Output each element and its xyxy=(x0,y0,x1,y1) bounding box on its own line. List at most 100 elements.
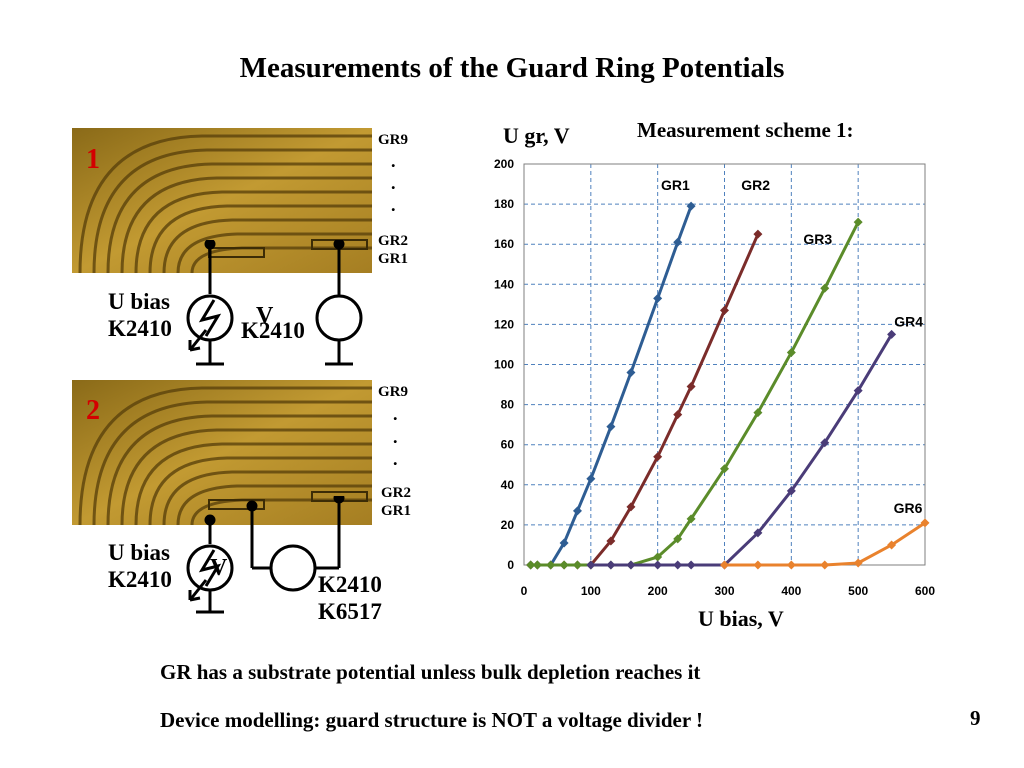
data-point-gr6 xyxy=(753,560,763,570)
data-point-gr3 xyxy=(653,552,663,562)
x-tick-label: 400 xyxy=(781,584,801,598)
data-point-gr2 xyxy=(720,305,729,315)
data-point-gr3 xyxy=(820,283,830,293)
meter-label: K2410 K6517 xyxy=(318,572,382,624)
circuit-diagram-2 xyxy=(186,496,345,614)
y-tick-label: 40 xyxy=(501,478,515,492)
data-point-gr3 xyxy=(559,560,569,570)
data-point-gr3 xyxy=(753,408,763,418)
slide-title: Measurements of the Guard Ring Potential… xyxy=(239,52,785,84)
x-axis-label: U bias, V xyxy=(698,606,784,631)
data-point-gr4 xyxy=(887,329,897,339)
meter-label: K2410 xyxy=(241,318,305,343)
data-point-gr3 xyxy=(532,560,542,570)
data-point-gr2 xyxy=(653,452,663,462)
gr1-label: GR1 xyxy=(378,251,408,267)
data-point-gr2 xyxy=(673,410,683,420)
y-tick-label: 140 xyxy=(494,277,514,291)
dot: . xyxy=(393,427,398,447)
data-point-gr4 xyxy=(586,560,596,570)
guard-ring-potential-chart: 0 20 40 60 80 100 120 140 160 180 200 0 100 200 300 400… xyxy=(494,157,935,598)
data-point-gr6 xyxy=(887,540,897,550)
dot: . xyxy=(391,151,396,171)
x-tick-label: 200 xyxy=(648,584,668,598)
guard-ring-photo-1 xyxy=(72,128,372,273)
data-point-gr1 xyxy=(606,422,616,432)
plot-frame xyxy=(523,163,926,566)
series-line-gr3 xyxy=(530,221,860,567)
data-point-gr3 xyxy=(786,347,796,357)
footer-note-2: Device modelling: guard structure is NOT… xyxy=(160,708,704,732)
series-label-gr3: GR3 xyxy=(803,231,832,247)
x-tick-label: 100 xyxy=(581,584,601,598)
data-point-gr1 xyxy=(572,506,582,516)
y-tick-label: 100 xyxy=(494,358,514,372)
data-point-gr3 xyxy=(526,560,536,570)
data-point-gr2 xyxy=(753,229,763,239)
dot: . xyxy=(393,404,398,424)
data-point-gr4 xyxy=(606,560,616,570)
series-line-gr4 xyxy=(590,333,893,567)
series-label-gr6: GR6 xyxy=(894,500,923,516)
footer-note-1: GR has a substrate potential unless bulk… xyxy=(160,660,701,684)
y-tick-label: 80 xyxy=(501,398,515,412)
series-label-gr2: GR2 xyxy=(741,177,770,193)
scheme-number: 1 xyxy=(86,144,100,175)
data-point-gr3 xyxy=(572,560,582,570)
voltmeter-symbol: V xyxy=(256,303,274,329)
dot: . xyxy=(393,449,398,469)
data-point-gr4 xyxy=(786,486,796,496)
y-tick-label: 180 xyxy=(494,197,514,211)
data-point-gr4 xyxy=(626,560,636,570)
data-point-gr6 xyxy=(720,560,729,570)
series-label-gr4: GR4 xyxy=(894,313,923,329)
series-line-gr1 xyxy=(530,205,693,567)
scheme-title: Measurement scheme 1: xyxy=(637,118,854,142)
data-point-gr6 xyxy=(920,518,930,528)
gr2-label: GR2 xyxy=(381,485,411,501)
data-point-gr4 xyxy=(686,560,696,570)
y-tick-label: 120 xyxy=(494,317,514,331)
data-point-gr6 xyxy=(786,560,796,570)
data-point-gr3 xyxy=(720,464,729,474)
data-point-gr6 xyxy=(820,560,830,570)
data-point-gr2 xyxy=(626,502,636,512)
dot: . xyxy=(391,173,396,193)
data-point-gr1 xyxy=(559,538,569,548)
data-point-gr3 xyxy=(546,560,556,570)
x-tick-label: 300 xyxy=(714,584,734,598)
x-tick-label: 0 xyxy=(521,584,528,598)
series-label-gr1: GR1 xyxy=(661,177,690,193)
bias-source-label: U bias K2410 xyxy=(108,540,172,592)
data-point-gr1 xyxy=(673,237,683,247)
data-point-gr3 xyxy=(686,514,696,524)
gr9-label: GR9 xyxy=(378,384,408,400)
data-point-gr6 xyxy=(853,558,863,568)
y-tick-label: 0 xyxy=(507,558,514,572)
page-number: 9 xyxy=(970,706,981,730)
data-point-gr4 xyxy=(853,386,863,396)
x-tick-label: 600 xyxy=(915,584,935,598)
dot: . xyxy=(391,195,396,215)
data-point-gr3 xyxy=(673,534,683,544)
y-tick-label: 160 xyxy=(494,237,514,251)
data-point-gr3 xyxy=(853,217,863,227)
bias-source-label: U bias K2410 xyxy=(108,289,172,341)
data-point-gr4 xyxy=(673,560,683,570)
circuit-diagram-1 xyxy=(186,240,363,366)
data-point-gr2 xyxy=(606,536,616,546)
x-tick-label: 500 xyxy=(848,584,868,598)
scheme-number: 2 xyxy=(86,395,100,426)
guard-ring-photo-2 xyxy=(72,380,372,525)
series-line-gr2 xyxy=(530,233,760,567)
data-point-gr2 xyxy=(686,382,696,392)
data-point-gr1 xyxy=(653,293,663,303)
y-tick-label: 60 xyxy=(501,438,515,452)
y-tick-label: 200 xyxy=(494,157,514,171)
data-point-gr4 xyxy=(753,528,763,538)
data-point-gr1 xyxy=(586,474,596,484)
voltmeter-symbol: V xyxy=(210,555,228,581)
data-point-gr4 xyxy=(820,438,830,448)
y-tick-label: 20 xyxy=(501,518,515,532)
data-point-gr4 xyxy=(653,560,663,570)
